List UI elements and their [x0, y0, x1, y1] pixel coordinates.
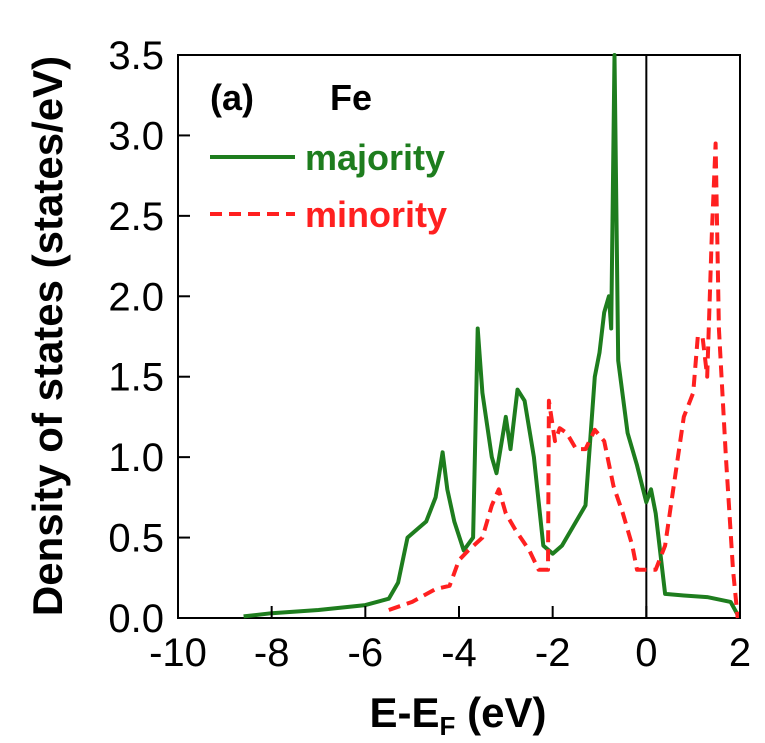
- x-tick-label: -4: [441, 631, 477, 675]
- y-tick-label: 3.5: [108, 34, 164, 78]
- legend-label-majority: majority: [305, 137, 445, 178]
- y-tick-label: 2.0: [108, 275, 164, 319]
- panel-label: (a): [210, 77, 254, 118]
- y-tick-label: 3.0: [108, 114, 164, 158]
- x-axis-label-subscript: F: [440, 711, 456, 741]
- x-tick-label: -2: [535, 631, 571, 675]
- legend-label-minority: minority: [305, 194, 447, 235]
- material-label: Fe: [330, 77, 372, 118]
- x-tick-label: -8: [254, 631, 290, 675]
- x-tick-label: 0: [635, 631, 657, 675]
- x-axis-label-main: E-E: [370, 689, 440, 736]
- x-tick-label: -10: [149, 631, 207, 675]
- y-tick-label: 2.5: [108, 195, 164, 239]
- y-axis-label: Density of states (states/eV): [24, 56, 71, 616]
- series-line-majority: [243, 53, 740, 619]
- x-axis-label-unit: (eV): [455, 689, 546, 736]
- y-tick-label: 0.0: [108, 597, 164, 641]
- y-tick-label: 0.5: [108, 517, 164, 561]
- x-axis-label: E-EF (eV): [370, 689, 547, 741]
- y-tick-label: 1.0: [108, 436, 164, 480]
- y-tick-label: 1.5: [108, 356, 164, 400]
- x-tick-label: 2: [729, 631, 751, 675]
- series-line-minority: [388, 141, 740, 619]
- x-tick-label: -6: [348, 631, 384, 675]
